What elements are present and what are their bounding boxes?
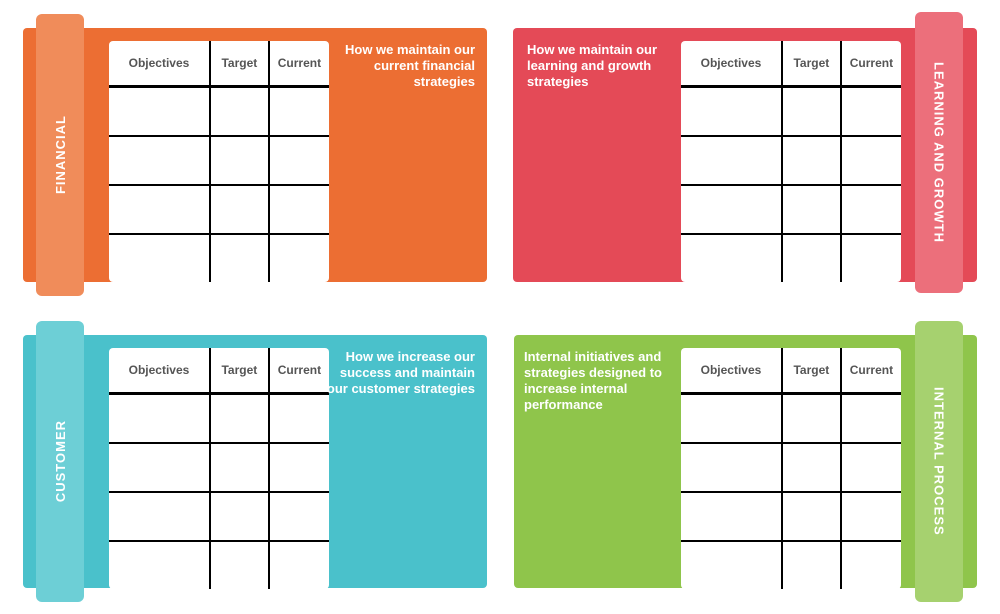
table-cell[interactable] xyxy=(267,233,329,282)
column-header: Objectives xyxy=(109,41,210,88)
table-cell[interactable] xyxy=(681,394,782,444)
table-cell[interactable] xyxy=(681,491,782,541)
customer-tab: CUSTOMER xyxy=(36,321,84,602)
table-row xyxy=(681,442,901,492)
table-cell[interactable] xyxy=(208,135,269,185)
table-cell[interactable] xyxy=(839,442,901,492)
table-cell[interactable] xyxy=(681,442,782,492)
table-cell[interactable] xyxy=(109,184,210,234)
table-row xyxy=(109,540,329,589)
table-cell[interactable] xyxy=(681,87,782,137)
learning-growth-description: How we maintain our learning and growth … xyxy=(527,42,658,89)
table-cell[interactable] xyxy=(267,491,329,541)
table-row xyxy=(681,86,901,137)
table-cell[interactable] xyxy=(267,135,329,185)
column-header: Target xyxy=(780,41,841,88)
table-cell[interactable] xyxy=(780,233,841,282)
financial-table: Objectives Target Current xyxy=(109,41,329,282)
table-cell[interactable] xyxy=(109,442,210,492)
table-cell[interactable] xyxy=(267,184,329,234)
table-cell[interactable] xyxy=(681,184,782,234)
column-header: Target xyxy=(208,41,269,88)
table-cell[interactable] xyxy=(267,86,329,136)
table-cell[interactable] xyxy=(780,442,841,492)
table-cell[interactable] xyxy=(208,233,269,282)
table-row xyxy=(681,540,901,589)
financial-description: How we maintain our current financial st… xyxy=(344,42,475,89)
table-row xyxy=(109,184,329,234)
table-cell[interactable] xyxy=(208,491,269,541)
table-cell[interactable] xyxy=(839,393,901,443)
column-header: Current xyxy=(267,348,329,395)
table-row xyxy=(109,393,329,444)
table-cell[interactable] xyxy=(780,184,841,234)
table-cell[interactable] xyxy=(681,233,782,282)
table-row xyxy=(681,135,901,185)
table-cell[interactable] xyxy=(839,233,901,282)
table-cell[interactable] xyxy=(780,135,841,185)
table-row xyxy=(109,233,329,282)
table-row xyxy=(109,86,329,137)
column-header: Current xyxy=(267,41,329,88)
financial-label: FINANCIAL xyxy=(52,115,68,195)
column-header: Objectives xyxy=(681,348,782,395)
table-cell[interactable] xyxy=(109,87,210,137)
table-row xyxy=(681,491,901,541)
table-cell[interactable] xyxy=(267,540,329,589)
column-header: Objectives xyxy=(109,348,210,395)
table-cell[interactable] xyxy=(109,394,210,444)
table-cell[interactable] xyxy=(839,86,901,136)
customer-description: How we increase our success and maintain… xyxy=(326,349,475,396)
table-cell[interactable] xyxy=(681,135,782,185)
table-cell[interactable] xyxy=(109,135,210,185)
table-cell[interactable] xyxy=(780,491,841,541)
table-cell[interactable] xyxy=(780,540,841,589)
table-row xyxy=(681,233,901,282)
customer-label: CUSTOMER xyxy=(52,420,68,503)
column-header: Current xyxy=(839,41,901,88)
table-cell[interactable] xyxy=(208,442,269,492)
table-cell[interactable] xyxy=(839,135,901,185)
learning-growth-tab: LEARNING AND GROWTH xyxy=(915,12,963,293)
internal-process-table: Objectives Target Current xyxy=(681,348,901,589)
table-row xyxy=(681,393,901,444)
customer-table: Objectives Target Current xyxy=(109,348,329,589)
column-header: Target xyxy=(208,348,269,395)
column-header: Current xyxy=(839,348,901,395)
table-cell[interactable] xyxy=(267,442,329,492)
table-cell[interactable] xyxy=(208,393,269,443)
internal-process-description: Internal initiatives and strategies desi… xyxy=(524,349,662,412)
learning-growth-table: Objectives Target Current xyxy=(681,41,901,282)
internal-process-label: INTERNAL PROCESS xyxy=(931,387,947,536)
table-cell[interactable] xyxy=(208,540,269,589)
internal-process-tab: INTERNAL PROCESS xyxy=(915,321,963,602)
table-row xyxy=(109,491,329,541)
table-cell[interactable] xyxy=(839,491,901,541)
learning-growth-label: LEARNING AND GROWTH xyxy=(931,61,947,243)
table-cell[interactable] xyxy=(681,540,782,589)
table-cell[interactable] xyxy=(780,393,841,443)
table-cell[interactable] xyxy=(208,86,269,136)
table-cell[interactable] xyxy=(109,491,210,541)
table-cell[interactable] xyxy=(109,233,210,282)
column-header: Target xyxy=(780,348,841,395)
table-cell[interactable] xyxy=(267,393,329,443)
column-header: Objectives xyxy=(681,41,782,88)
financial-tab: FINANCIAL xyxy=(36,14,84,296)
table-row xyxy=(109,442,329,492)
table-cell[interactable] xyxy=(780,86,841,136)
table-cell[interactable] xyxy=(839,184,901,234)
table-row xyxy=(109,135,329,185)
table-cell[interactable] xyxy=(839,540,901,589)
table-cell[interactable] xyxy=(208,184,269,234)
table-cell[interactable] xyxy=(109,540,210,589)
table-row xyxy=(681,184,901,234)
